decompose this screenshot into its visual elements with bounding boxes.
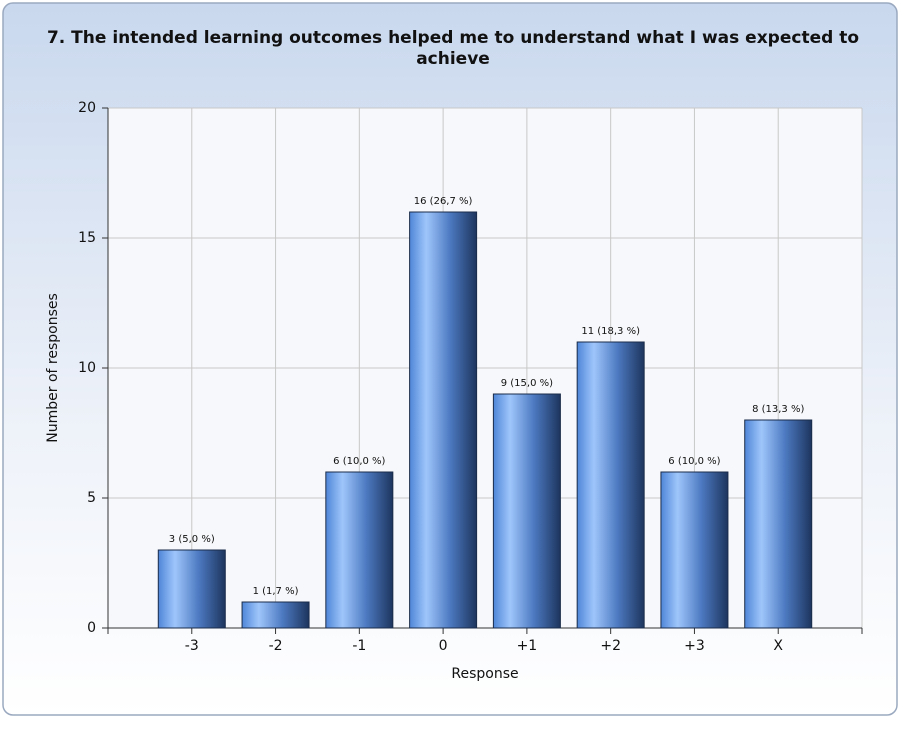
title-box: 7. The intended learning outcomes helped… bbox=[46, 28, 860, 69]
y-tick-label: 5 bbox=[87, 490, 96, 506]
y-axis-label: Number of responses bbox=[45, 293, 61, 443]
y-tick-label: 20 bbox=[78, 100, 96, 116]
bar bbox=[325, 471, 394, 629]
y-tick-label: 15 bbox=[78, 230, 96, 246]
bar bbox=[660, 471, 729, 629]
x-tick-label: -3 bbox=[185, 638, 199, 654]
x-tick-label: +1 bbox=[517, 638, 538, 654]
chart-title: 7. The intended learning outcomes helped… bbox=[46, 28, 860, 69]
bar bbox=[157, 549, 226, 629]
x-tick-label: 0 bbox=[439, 638, 448, 654]
bar bbox=[409, 211, 478, 629]
bar bbox=[492, 393, 561, 629]
bar bbox=[576, 341, 645, 629]
value-label: 8 (13,3 %) bbox=[752, 404, 804, 415]
bar bbox=[241, 601, 310, 629]
x-tick-label: +2 bbox=[600, 638, 621, 654]
x-tick-label: X bbox=[773, 638, 783, 654]
x-tick-label: +3 bbox=[684, 638, 705, 654]
x-axis-label: Response bbox=[451, 666, 518, 682]
value-label: 9 (15,0 %) bbox=[501, 378, 553, 389]
bar bbox=[744, 419, 813, 629]
y-tick-label: 0 bbox=[87, 620, 96, 636]
value-label: 6 (10,0 %) bbox=[668, 456, 720, 467]
value-label: 1 (1,7 %) bbox=[253, 586, 299, 597]
x-tick-label: -2 bbox=[269, 638, 283, 654]
y-tick-label: 10 bbox=[78, 360, 96, 376]
x-tick-label: -1 bbox=[352, 638, 366, 654]
value-label: 6 (10,0 %) bbox=[333, 456, 385, 467]
value-label: 3 (5,0 %) bbox=[169, 534, 215, 545]
value-label: 16 (26,7 %) bbox=[414, 196, 473, 207]
value-label: 11 (18,3 %) bbox=[581, 326, 640, 337]
